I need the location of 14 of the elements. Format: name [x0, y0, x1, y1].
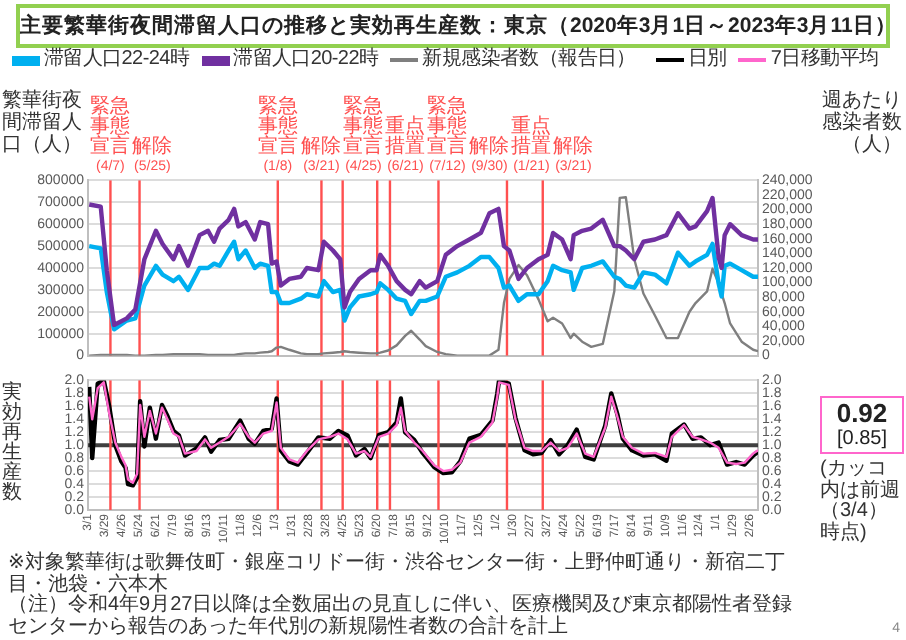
legend-label: 滞留人口20-22時	[233, 48, 379, 72]
text: (カッコ内は前週（3/4）時点)	[820, 458, 902, 545]
text: ※対象繁華街は歌舞伎町・銀座コリドー街・渋谷センター街・上野仲町通り・新宿二丁目・池袋・六本木	[8, 552, 785, 595]
chart-title: 主要繁華街夜間滞留人口の推移と実効再生産数：東京（2020年3月1日～2023年3月11日）	[18, 11, 897, 42]
legend-label: 日別	[688, 48, 727, 72]
y2-axis-title: 週あたり感染者数（人）	[820, 90, 902, 156]
legend-label: 新規感染者数（報告日）	[422, 48, 636, 72]
text: （注）令和4年9月27日以降は全数届出の見直しに伴い、医療機関及び東京都陽性者登録センターから報告のあった年代別の新規陽性者数の合計を計上	[8, 594, 795, 638]
legend-label: 滞留人口22-24時	[44, 48, 190, 72]
legend-label: 7日移動平均	[770, 48, 879, 72]
text: [0.85]	[834, 428, 890, 453]
y-axis-title: 実効再生産数	[2, 382, 24, 505]
y-axis-title: 繁華街夜間滞留人口（人）	[2, 90, 84, 156]
text: 0.92	[834, 398, 890, 429]
